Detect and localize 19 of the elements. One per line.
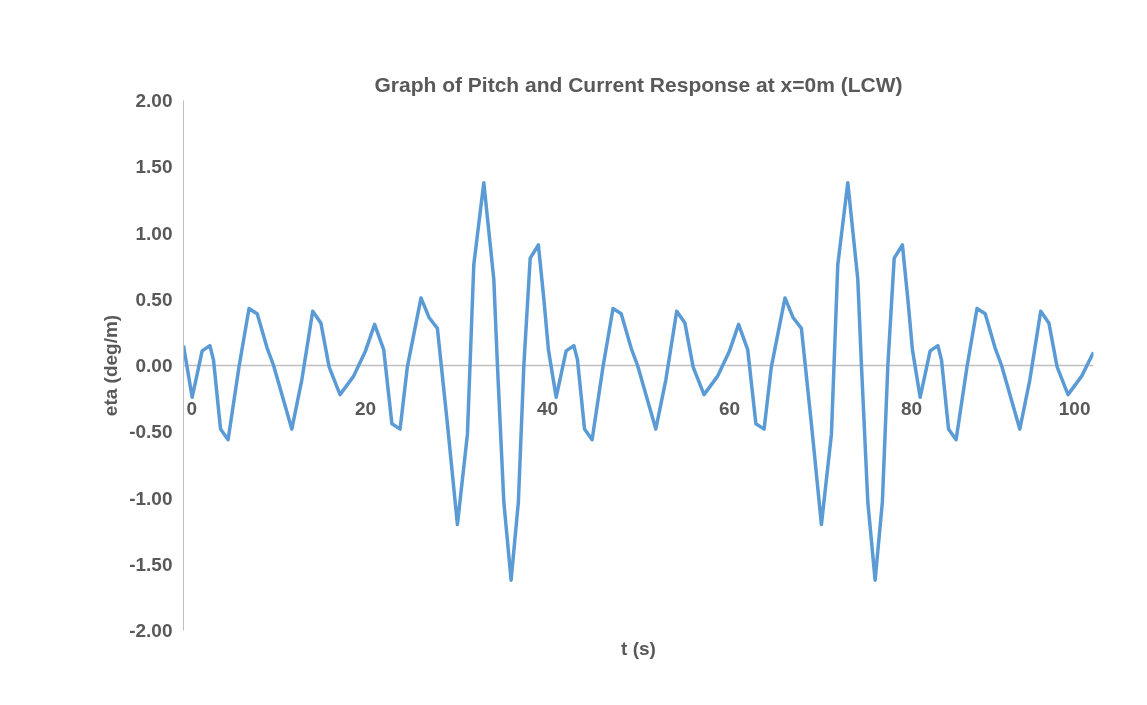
x-tick-label: 20 [354, 397, 377, 419]
y-tick-label: 0.50 [135, 288, 173, 310]
y-tick-label: -1.00 [129, 487, 173, 509]
x-axis-title: t (s) [621, 637, 656, 659]
y-tick-label: -1.50 [129, 553, 173, 575]
line-series [183, 180, 1094, 582]
y-tick-label: -2.00 [129, 620, 173, 641]
y-axis-title: eta (deg/m) [100, 314, 122, 417]
x-tick-label: 40 [536, 397, 559, 419]
chart-title: Graph of Pitch and Current Response at x=0m (LCW) [374, 72, 903, 96]
x-tick-label: 60 [718, 397, 741, 419]
x-tick-label: 0 [186, 397, 198, 419]
y-tick-label: 2.00 [135, 90, 173, 111]
y-tick-label: 0.00 [135, 355, 173, 376]
y-tick-label: 1.00 [135, 222, 173, 244]
x-tick-label: 100 [1058, 397, 1091, 419]
y-tick-label: 1.50 [135, 156, 173, 178]
y-tick-label: -0.50 [129, 421, 173, 443]
x-tick-label: 80 [900, 397, 923, 419]
